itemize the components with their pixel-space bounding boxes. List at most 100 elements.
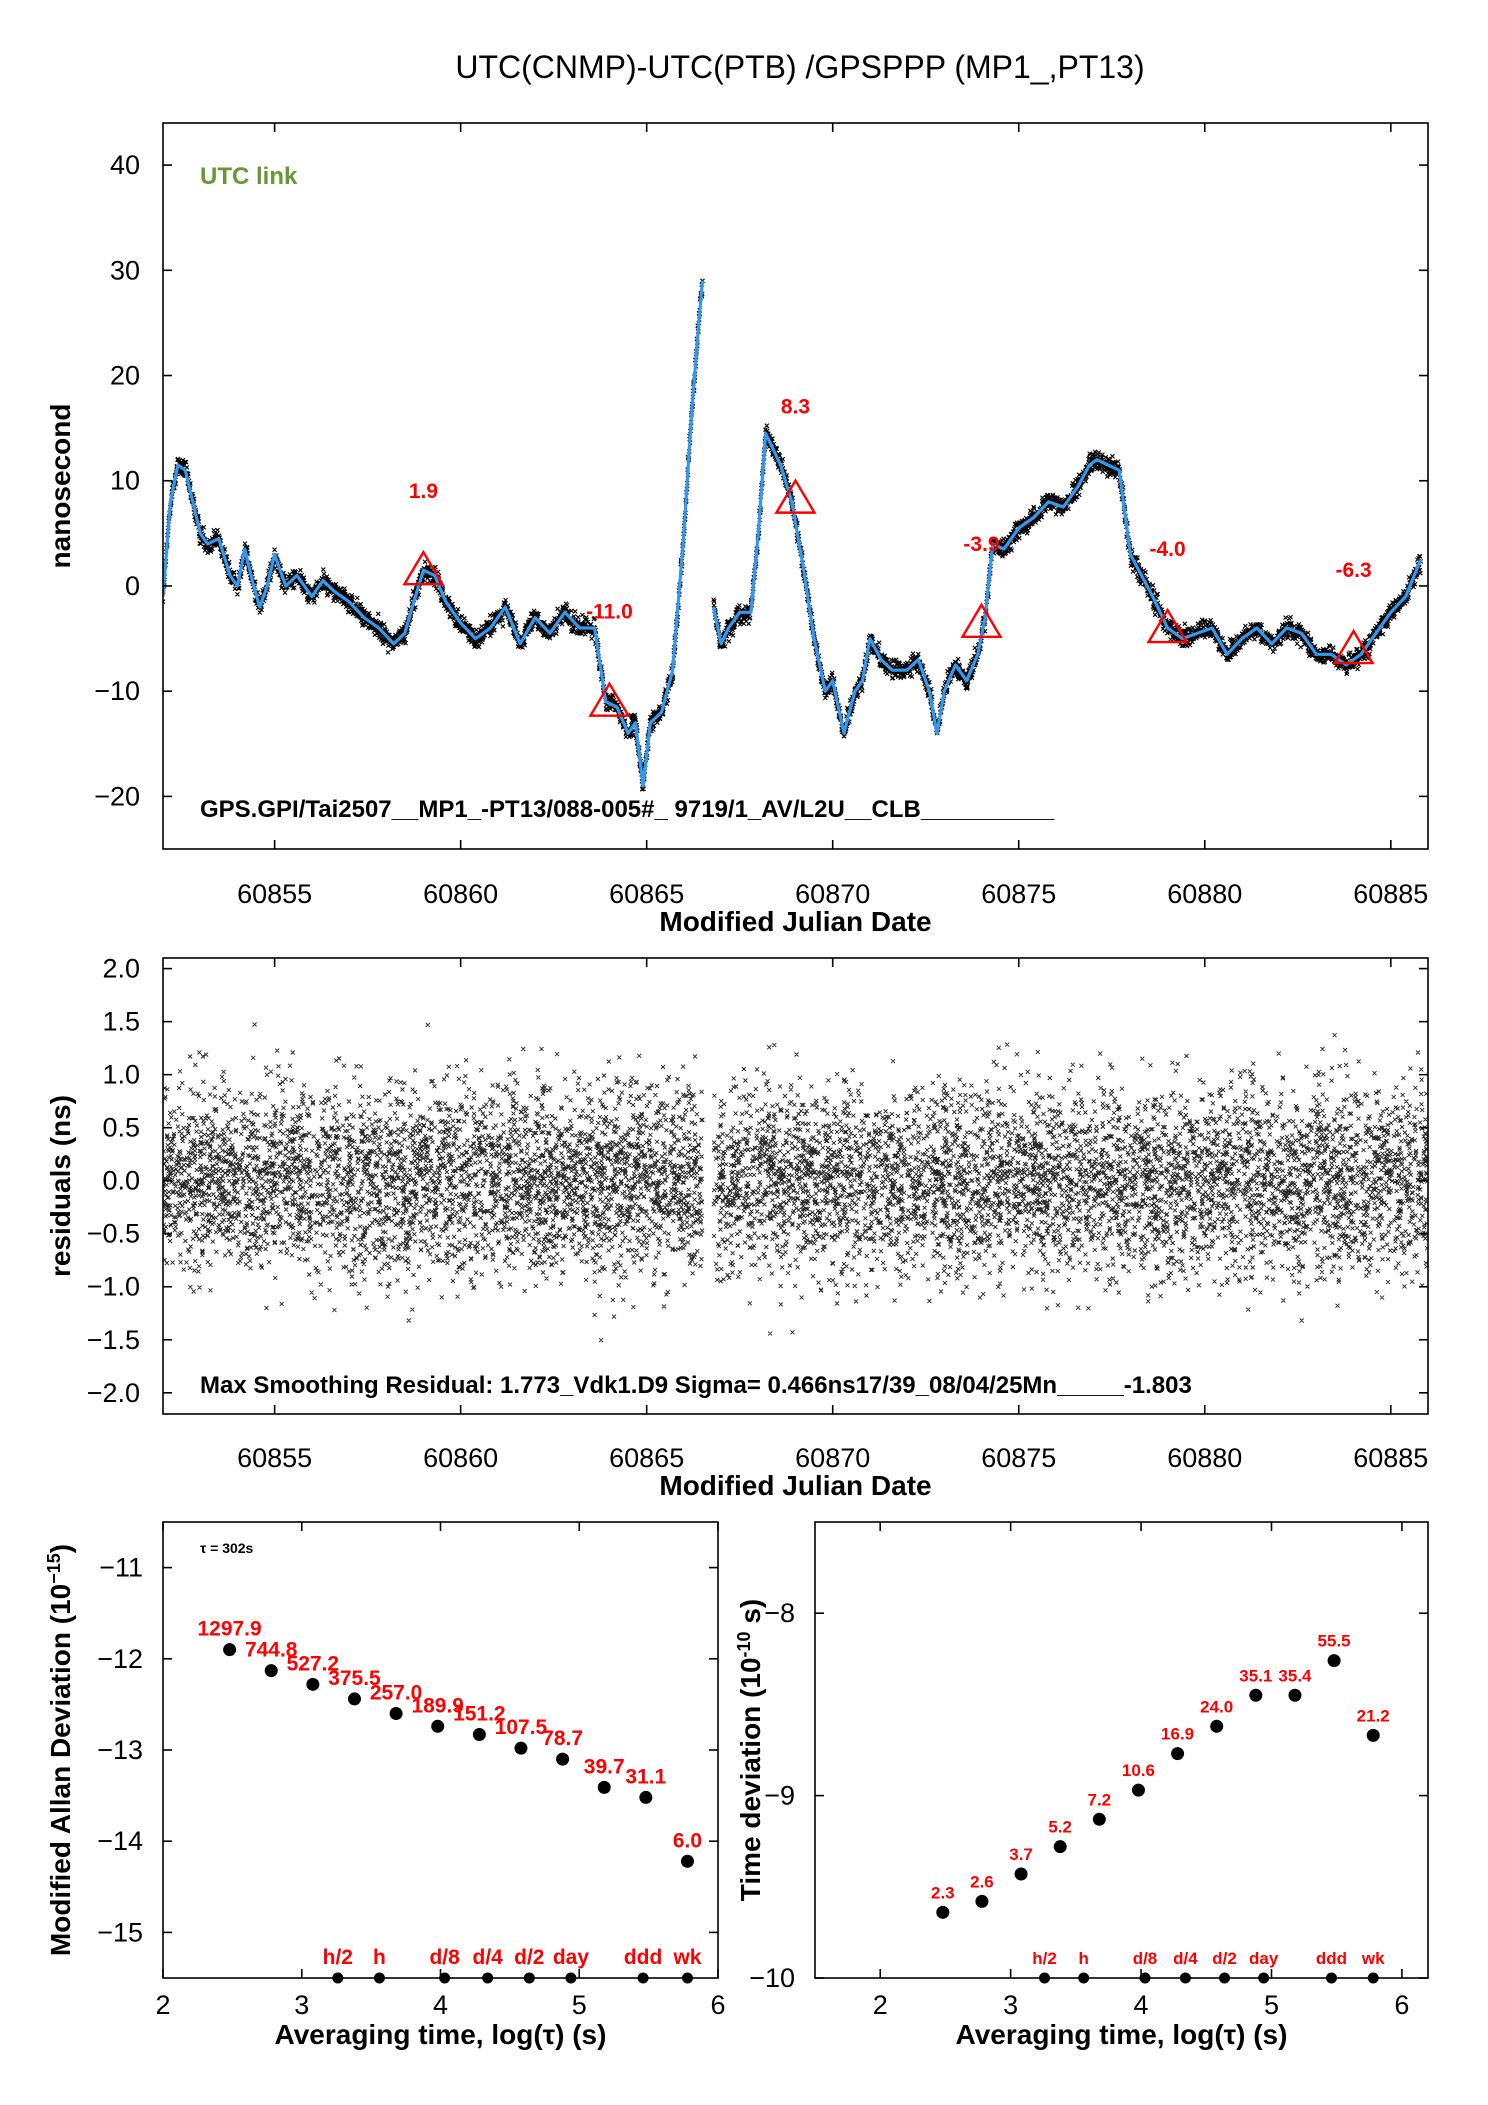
tdev-point-label: 5.2 — [1048, 1818, 1072, 1837]
adev-xtick-label: 6 — [710, 1990, 725, 2020]
tdev-xtick-label: 2 — [873, 1990, 888, 2020]
footer-label: GPS.GPI/Tai2507__MP1_-PT13/088-005#_ 971… — [200, 796, 1055, 823]
tdev-xtick-label: 4 — [1134, 1990, 1149, 2020]
tdev-point-label: 16.9 — [1161, 1725, 1194, 1744]
marker-label: -6.3 — [1335, 559, 1371, 582]
adev-xtick-label: 3 — [294, 1990, 309, 2020]
adev-point-label: 375.5 — [328, 1667, 381, 1690]
mid-ytick-label: −1.0 — [87, 1272, 140, 1302]
tdev-ytick-label: −10 — [749, 1963, 795, 1993]
top-ytick-label: 0 — [125, 571, 140, 601]
mid-xtick-label: 60880 — [1167, 1443, 1242, 1473]
adev-point — [223, 1643, 237, 1657]
tdev-point — [1092, 1812, 1106, 1826]
adev-point — [264, 1664, 278, 1678]
smoothed-line-0 — [163, 280, 705, 788]
adev-time-mark-label: d/2 — [514, 1946, 544, 1969]
tdev-time-mark-label: day — [1249, 1949, 1279, 1968]
tdev-point — [1288, 1688, 1302, 1702]
tdev-xtick-label: 5 — [1264, 1990, 1279, 2020]
mid-xtick-label: 60870 — [795, 1443, 870, 1473]
adev-frame — [162, 1521, 719, 1979]
marker-triangle — [402, 549, 445, 586]
top-xtick-label: 60870 — [795, 879, 870, 909]
adev-point-label: 1297.9 — [197, 1618, 261, 1641]
mid-ytick-label: 0.0 — [102, 1166, 140, 1196]
tdev-point — [1014, 1867, 1028, 1881]
tdev-point-label: 7.2 — [1088, 1790, 1112, 1809]
adev-xtick-label: 2 — [155, 1990, 170, 2020]
tdev-time-mark-label: h — [1078, 1949, 1088, 1968]
marker-triangle — [588, 681, 631, 717]
top-ytick-label: 30 — [110, 255, 140, 285]
time-series-panel: 1.9 -11.0 8.3 -3.9 -4.0 -6.3 60855 60860 60865 60… — [45, 122, 1429, 937]
mid-xtick-label: 60855 — [237, 1443, 312, 1473]
adev-ytick-label: −14 — [97, 1826, 143, 1856]
marker-label: -11.0 — [586, 601, 633, 624]
adev-point-label: 527.2 — [287, 1652, 340, 1675]
tdev-time-mark-label: wk — [1361, 1949, 1385, 1968]
marker-triangle — [774, 478, 817, 514]
tdev-point — [975, 1894, 989, 1908]
tdev-point — [1053, 1840, 1067, 1854]
top-xlabel: Modified Julian Date — [659, 906, 931, 937]
residuals-panel: 60855 60860 60865 60870 60875 60880 60885 Modif… — [45, 954, 1429, 1501]
top-xtick-label: 60855 — [237, 879, 312, 909]
tdev-point — [1210, 1719, 1224, 1733]
adev-point-label: 151.2 — [453, 1702, 506, 1725]
tdev-point-label: 24.0 — [1200, 1697, 1233, 1716]
allan-deviation-panel: 1297.9744.8527.2375.5257.0189.9151.2107.… — [44, 1521, 726, 2050]
main-title: UTC(CNMP)-UTC(PTB) /GPSPPP (MP1_,PT13) — [455, 49, 1144, 85]
tdev-point — [1131, 1783, 1145, 1797]
top-xtick-label: 60875 — [981, 879, 1056, 909]
top-ytick-label: −10 — [94, 676, 140, 706]
adev-time-mark-label: h — [373, 1946, 386, 1969]
tdev-xtick-label: 6 — [1394, 1990, 1409, 2020]
marker-triangle — [1146, 607, 1189, 644]
raw-data-points-1 — [711, 423, 1423, 739]
mid-xlabel: Modified Julian Date — [659, 1470, 931, 1501]
adev-ytick-label: −15 — [97, 1917, 143, 1947]
tdev-point-label: 3.7 — [1009, 1845, 1033, 1864]
adev-point — [306, 1677, 320, 1691]
adev-point-label: 189.9 — [411, 1694, 464, 1717]
tdev-point — [1327, 1654, 1341, 1668]
top-ytick-label: 10 — [110, 466, 140, 496]
adev-point-label: 31.1 — [625, 1765, 666, 1788]
top-xtick-label: 60865 — [609, 879, 684, 909]
tdev-point-label: 2.3 — [931, 1883, 955, 1902]
tdev-point-label: 2.6 — [970, 1872, 994, 1891]
tdev-point-label: 10.6 — [1122, 1761, 1155, 1780]
marker-label: 1.9 — [409, 480, 438, 503]
top-ylabel: nanosecond — [45, 404, 76, 569]
marker-label: -4.0 — [1149, 538, 1185, 561]
adev-point-label: 39.7 — [584, 1755, 625, 1778]
adev-point — [431, 1719, 445, 1733]
top-ytick-label: −20 — [94, 781, 140, 811]
tdev-ylabel: Time deviation (10-10 s) — [734, 1599, 766, 1902]
mid-ytick-label: −2.0 — [87, 1378, 140, 1408]
mid-xtick-label: 60875 — [981, 1443, 1056, 1473]
tdev-point — [936, 1905, 950, 1919]
mid-ytick-label: 1.5 — [102, 1007, 140, 1037]
tdev-point — [1171, 1747, 1185, 1761]
top-frame — [162, 122, 1429, 850]
adev-ylabel: Modified Allan Deviation (10−15) — [44, 1544, 76, 1956]
mid-ytick-label: 1.0 — [102, 1060, 140, 1090]
mid-ytick-label: −0.5 — [87, 1219, 140, 1249]
tdev-point — [1249, 1688, 1263, 1702]
tdev-time-mark-label: ddd — [1316, 1949, 1347, 1968]
adev-point-label: 78.7 — [542, 1727, 583, 1750]
mid-plot-area — [163, 1022, 1428, 1343]
tdev-frame — [814, 1521, 1429, 1979]
tdev-time-mark-label: d/2 — [1212, 1949, 1237, 1968]
marker-triangle — [960, 602, 1003, 638]
adev-point — [389, 1707, 403, 1721]
adev-xlabel: Averaging time, log(τ) (s) — [275, 2019, 607, 2050]
mid-ytick-label: −1.5 — [87, 1325, 140, 1355]
adev-ytick-label: −13 — [97, 1735, 143, 1765]
time-deviation-panel: 2.3 2.6 3.7 5.2 7.2 10.6 16.9 24.0 35.1 35.4 55.5 2… — [734, 1521, 1429, 2050]
adev-point-label: 744.8 — [245, 1639, 298, 1662]
adev-time-mark-label: d/4 — [473, 1946, 504, 1969]
